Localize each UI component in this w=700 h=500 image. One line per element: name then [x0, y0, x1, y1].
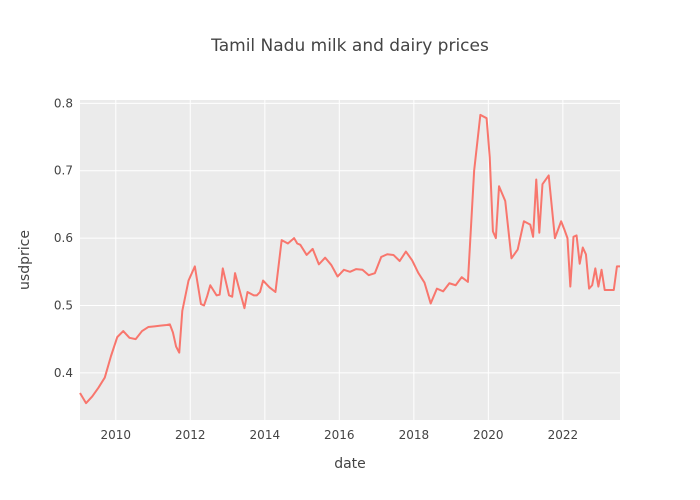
x-tick-label: 2010	[101, 428, 132, 442]
y-tick-label: 0.8	[54, 96, 73, 110]
y-tick-label: 0.6	[54, 231, 73, 245]
y-gridlines	[80, 102, 620, 374]
x-tick-label: 2018	[399, 428, 430, 442]
y-axis-title: usdprice	[17, 230, 33, 290]
x-tick-label: 2012	[175, 428, 206, 442]
y-tick-label: 0.4	[54, 366, 73, 380]
x-tick-label: 2022	[548, 428, 579, 442]
y-tick-label: 0.5	[54, 298, 73, 312]
x-tick-label: 2014	[250, 428, 281, 442]
chart-title: Tamil Nadu milk and dairy prices	[210, 36, 489, 56]
x-axis-title: date	[334, 456, 366, 472]
y-tick-labels: 0.4 0.5 0.6 0.7 0.8	[54, 96, 73, 379]
x-gridlines	[115, 100, 564, 420]
x-tick-label: 2020	[473, 428, 504, 442]
plot-area	[80, 100, 620, 420]
x-tick-label: 2016	[324, 428, 355, 442]
series-group	[79, 113, 620, 405]
x-tick-labels: 2010 2012 2014 2016 2018 2020 2022	[101, 428, 579, 442]
series-line-usdprice	[79, 113, 620, 405]
y-tick-label: 0.7	[54, 164, 73, 178]
